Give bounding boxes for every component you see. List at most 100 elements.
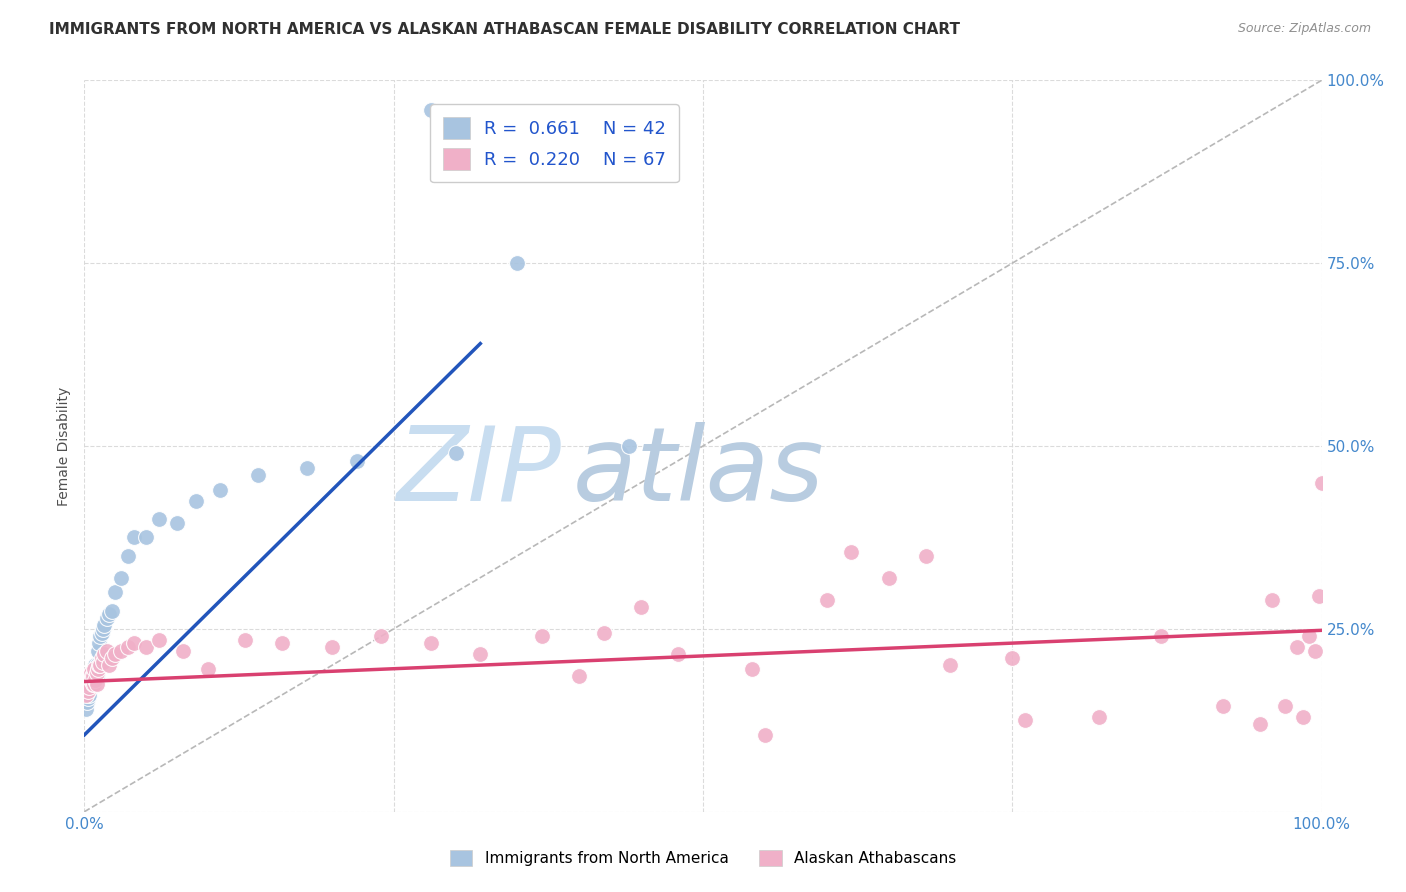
Text: atlas: atlas [574, 422, 824, 522]
Point [80, 669, 103, 683]
Point [83, 662, 105, 676]
Point [1088, 709, 1111, 723]
Point [80, 676, 103, 690]
Point [76, 695, 98, 709]
Y-axis label: Female Disability: Female Disability [58, 386, 72, 506]
Point [77, 684, 100, 698]
Point [110, 571, 132, 585]
Point [110, 644, 132, 658]
Point [82, 669, 104, 683]
Point [77, 691, 100, 706]
Point [506, 256, 529, 270]
Point [346, 453, 368, 467]
Point [77, 676, 100, 690]
Point [96, 611, 118, 625]
Point [76, 669, 98, 683]
Point [96, 644, 118, 658]
Point [84, 673, 107, 687]
Point [75, 702, 97, 716]
Point [568, 669, 591, 683]
Point [754, 728, 776, 742]
Point [93, 618, 115, 632]
Point [841, 545, 863, 559]
Point [166, 516, 188, 530]
Point [233, 632, 256, 647]
Point [444, 446, 467, 460]
Point [79, 681, 101, 695]
Point [815, 592, 838, 607]
Point [100, 651, 122, 665]
Point [87, 644, 110, 658]
Point [76, 688, 98, 702]
Point [86, 669, 108, 683]
Point [122, 636, 145, 650]
Point [89, 636, 111, 650]
Point [91, 622, 114, 636]
Point [86, 658, 108, 673]
Point [122, 530, 145, 544]
Point [197, 662, 219, 676]
Point [666, 648, 689, 662]
Point [117, 640, 139, 655]
Point [100, 603, 122, 617]
Legend: R =  0.661    N = 42, R =  0.220    N = 67: R = 0.661 N = 42, R = 0.220 N = 67 [430, 104, 679, 182]
Point [104, 648, 127, 662]
Point [83, 676, 105, 690]
Point [82, 676, 104, 690]
Point [148, 512, 170, 526]
Point [89, 658, 111, 673]
Point [1274, 698, 1296, 713]
Point [914, 549, 936, 563]
Point [87, 662, 110, 676]
Point [419, 636, 441, 650]
Point [86, 676, 108, 690]
Point [1212, 698, 1234, 713]
Point [98, 658, 121, 673]
Point [1292, 709, 1315, 723]
Point [172, 644, 194, 658]
Point [246, 468, 269, 483]
Point [104, 585, 127, 599]
Point [82, 673, 104, 687]
Point [1014, 714, 1036, 728]
Point [82, 665, 104, 680]
Point [1305, 644, 1327, 658]
Point [86, 665, 108, 680]
Point [75, 688, 97, 702]
Point [91, 655, 114, 669]
Point [84, 658, 107, 673]
Point [79, 669, 101, 683]
Point [617, 439, 640, 453]
Point [470, 648, 492, 662]
Point [1001, 651, 1024, 665]
Point [531, 629, 554, 643]
Point [1249, 717, 1271, 731]
Point [1261, 592, 1284, 607]
Point [321, 640, 343, 655]
Point [79, 681, 101, 695]
Text: IMMIGRANTS FROM NORTH AMERICA VS ALASKAN ATHABASCAN FEMALE DISABILITY CORRELATIO: IMMIGRANTS FROM NORTH AMERICA VS ALASKAN… [49, 22, 960, 37]
Point [79, 673, 101, 687]
Point [630, 599, 652, 614]
Point [295, 461, 318, 475]
Point [98, 607, 121, 622]
Point [79, 676, 101, 690]
Text: ZIP: ZIP [396, 422, 561, 522]
Legend: Immigrants from North America, Alaskan Athabascans: Immigrants from North America, Alaskan A… [440, 841, 966, 875]
Point [79, 665, 101, 680]
Point [79, 688, 101, 702]
Point [135, 530, 157, 544]
Point [77, 684, 100, 698]
Point [939, 658, 962, 673]
Point [75, 676, 97, 690]
Point [89, 629, 111, 643]
Point [1308, 589, 1330, 603]
Point [184, 494, 207, 508]
Point [117, 549, 139, 563]
Point [877, 571, 900, 585]
Point [148, 632, 170, 647]
Point [84, 669, 107, 683]
Point [209, 483, 232, 497]
Point [1285, 640, 1308, 655]
Point [93, 648, 115, 662]
